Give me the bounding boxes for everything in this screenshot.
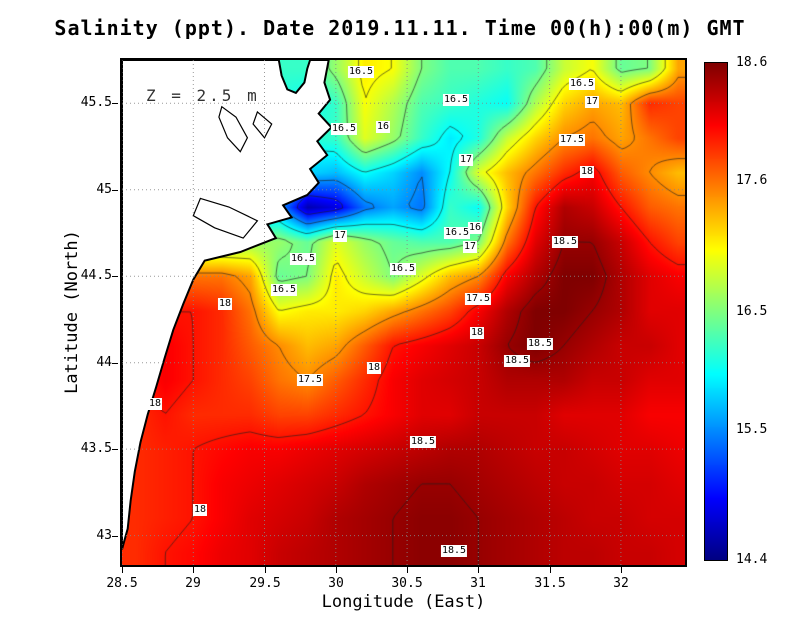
colorbar: [704, 62, 728, 561]
y-tick-label: 43.5: [80, 441, 112, 456]
colorbar-tick-label: 18.6: [736, 55, 768, 70]
x-tick-mark: [407, 567, 408, 573]
y-tick-label: 43: [96, 528, 112, 543]
y-tick-mark: [112, 190, 118, 191]
colorbar-tick-label: 17.6: [736, 173, 768, 188]
x-tick-mark: [193, 567, 194, 573]
colorbar-tick-label: 15.5: [736, 422, 768, 437]
x-tick-label: 29.5: [249, 576, 281, 591]
y-tick-mark: [112, 449, 118, 450]
y-tick-label: 45: [96, 182, 112, 197]
colorbar-tick-label: 16.5: [736, 304, 768, 319]
y-tick-label: 45.5: [80, 95, 112, 110]
y-tick-mark: [112, 103, 118, 104]
x-tick-label: 31: [470, 576, 486, 591]
x-tick-label: 29: [185, 576, 201, 591]
x-tick-label: 30.5: [391, 576, 423, 591]
y-tick-mark: [112, 536, 118, 537]
y-tick-mark: [112, 363, 118, 364]
x-tick-mark: [550, 567, 551, 573]
map-plot-area: 16.5 16.5 16.5 17 16.5 16 17.5 17 18 17 16 16.5 17 18…: [120, 58, 687, 567]
x-tick-label: 28.5: [106, 576, 138, 591]
x-tick-mark: [265, 567, 266, 573]
x-axis-title: Longitude (East): [321, 592, 486, 612]
x-tick-mark: [336, 567, 337, 573]
colorbar-tick-label: 14.4: [736, 552, 768, 567]
salinity-heatmap-canvas: [122, 60, 685, 565]
x-tick-label: 32: [613, 576, 629, 591]
y-tick-label: 44: [96, 355, 112, 370]
chart-title: Salinity (ppt). Date 2019.11.11. Time 00…: [54, 16, 746, 40]
x-tick-mark: [621, 567, 622, 573]
y-tick-mark: [112, 276, 118, 277]
x-tick-label: 31.5: [534, 576, 566, 591]
x-tick-mark: [122, 567, 123, 573]
depth-annotation: Z = 2.5 m: [146, 86, 260, 105]
x-tick-mark: [478, 567, 479, 573]
y-tick-label: 44.5: [80, 268, 112, 283]
x-tick-label: 30: [328, 576, 344, 591]
